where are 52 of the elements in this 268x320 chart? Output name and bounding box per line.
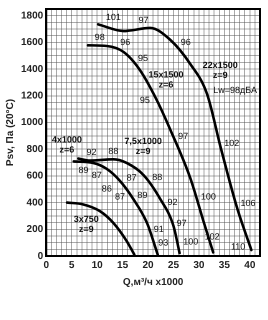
annotation: 100 (200, 191, 216, 202)
x-tick-label: 15 (117, 260, 129, 271)
y-tick-label: 400 (26, 197, 44, 208)
annotation: 15x1500 z=6 (148, 70, 184, 90)
annotation: 106 (240, 198, 256, 208)
annotation: 98 (94, 32, 105, 42)
annotation: 87 (115, 191, 126, 202)
y-tick-label: 1400 (20, 64, 44, 75)
y-axis-title: Psv, Па (20°С) (4, 98, 16, 166)
annotation: 93 (158, 237, 168, 248)
annotation: 97 (138, 15, 148, 26)
annotation: 3x750 z=9 (74, 214, 99, 234)
x-tick-label: 10 (92, 260, 104, 271)
annotation: 88 (152, 172, 162, 182)
annotation: 110 (230, 241, 246, 252)
y-tick-label: 1600 (20, 37, 44, 48)
annotation: 87 (126, 172, 137, 182)
annotation: 4x1000 z=6 (52, 134, 82, 154)
x-tick-label: 20 (142, 260, 154, 271)
y-tick-label: 1000 (20, 117, 44, 128)
annotation: 97 (176, 218, 187, 228)
annotation: 89 (78, 165, 88, 176)
annotation: 102 (224, 138, 240, 148)
y-tick-label: 800 (26, 144, 44, 155)
annotation: 96 (120, 37, 130, 47)
y-tick-label: 200 (26, 224, 44, 236)
x-tick-label: 5 (68, 260, 75, 271)
annotation: 92 (86, 146, 97, 157)
x-tick-label: 30 (193, 260, 205, 271)
annotation: 7,5x1000 z=9 (124, 136, 162, 156)
annotation: 97 (178, 130, 188, 141)
x-axis-title: Q,м³/ч x1000 (122, 276, 184, 288)
annotation: 95 (140, 95, 150, 106)
annotation: 22x1500 z=9 (202, 60, 238, 80)
y-tick-label: 1200 (20, 90, 44, 102)
annotation: 91 (154, 224, 164, 234)
annotation: 95 (138, 52, 148, 63)
x-tick-label: 35 (218, 260, 230, 271)
annotation: 100 (183, 236, 198, 246)
annotation: 86 (102, 183, 112, 194)
annotation: 92 (167, 196, 178, 207)
annotation: 88 (108, 146, 118, 156)
x-tick-label: 25 (168, 260, 180, 271)
y-tick-label: 1800 (20, 10, 44, 22)
annotation: 89 (137, 190, 148, 200)
y-tick-label: 600 (26, 170, 44, 182)
annotation: 101 (106, 12, 121, 22)
annotation: 87 (92, 170, 102, 180)
annotation: 96 (180, 37, 191, 48)
x-tick-label: 40 (244, 260, 256, 271)
annotation: Lw=98дБА (213, 84, 257, 95)
y-tick-label: 0 (38, 250, 44, 262)
